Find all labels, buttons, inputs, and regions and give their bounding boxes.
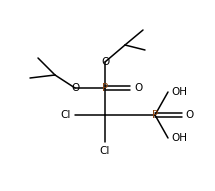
Text: O: O [71,83,79,93]
Text: OH: OH [171,87,187,97]
Text: O: O [134,83,142,93]
Text: Cl: Cl [100,146,110,156]
Text: P: P [152,110,158,120]
Text: O: O [185,110,193,120]
Text: P: P [102,83,108,93]
Text: Cl: Cl [61,110,71,120]
Text: OH: OH [171,133,187,143]
Text: O: O [101,57,109,67]
